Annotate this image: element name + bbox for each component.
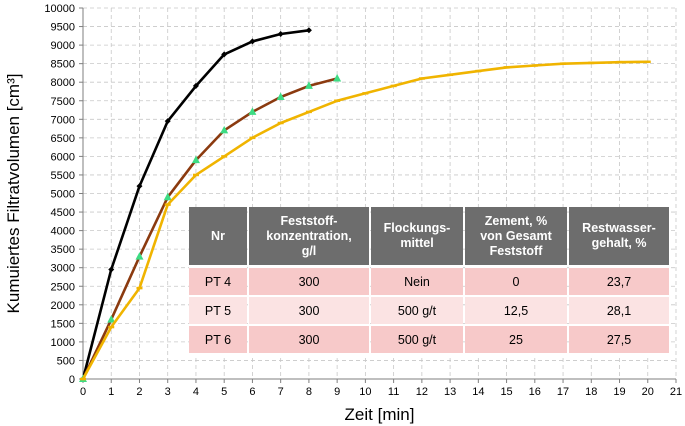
table-cell: 300 [249, 268, 369, 297]
x-tick-label: 1 [108, 386, 114, 398]
x-tick-label: 7 [278, 386, 284, 398]
table-cell: 12,5 [465, 297, 567, 326]
data-series [79, 27, 651, 382]
data-point [163, 192, 172, 201]
x-tick-label: 14 [472, 386, 484, 398]
y-tick-label: 8000 [51, 77, 75, 89]
x-tick-label: 6 [249, 386, 255, 398]
y-tick-label: 10000 [44, 3, 75, 15]
data-point [136, 183, 143, 190]
y-tick-label: 5000 [51, 189, 75, 201]
table-cell: 23,7 [569, 268, 669, 297]
header-feststoff: Feststoff-konzentration, g/l [249, 207, 369, 268]
data-point [220, 125, 229, 134]
header-nr: Nr [189, 207, 247, 268]
table-cell: 27,5 [569, 326, 669, 355]
y-tick-label: 7000 [51, 114, 75, 126]
y-tick-label: 2000 [51, 300, 75, 312]
y-tick-label: 9500 [51, 22, 75, 34]
y-tick-label: 3000 [51, 263, 75, 275]
x-tick-label: 10 [359, 386, 371, 398]
x-tick-label: 9 [334, 386, 340, 398]
table-cell: 0 [465, 268, 567, 297]
y-tick-label: 1500 [51, 318, 75, 330]
table-row: PT 6 300 500 g/t 25 27,5 [189, 326, 669, 355]
table-cell: Nein [371, 268, 463, 297]
header-flockungsmittel: Flockungs-mittel [371, 207, 463, 268]
axes: 0500100015002000250030003500400045005000… [44, 3, 682, 398]
x-tick-label: 17 [557, 386, 569, 398]
x-tick-label: 18 [585, 386, 597, 398]
data-point [248, 107, 257, 115]
x-tick-label: 11 [388, 386, 399, 398]
data-point [108, 266, 115, 273]
y-tick-label: 2500 [51, 281, 75, 293]
x-tick-label: 12 [416, 386, 428, 398]
y-tick-label: 1000 [51, 337, 75, 349]
x-axis-title: Zeit [min] [345, 405, 415, 424]
x-tick-label: 3 [165, 386, 171, 398]
x-tick-label: 13 [444, 386, 456, 398]
y-tick-label: 6000 [51, 151, 75, 163]
table-cell: 500 g/t [371, 297, 463, 326]
table-cell: 300 [249, 326, 369, 355]
data-point [221, 51, 228, 58]
data-point [249, 38, 256, 45]
y-tick-label: 5500 [51, 170, 75, 182]
y-tick-label: 8500 [51, 59, 75, 71]
data-point [304, 81, 313, 89]
y-axis-title: Kumuiertes Filtratvolumen [cm³] [4, 74, 23, 314]
y-tick-label: 500 [57, 355, 75, 367]
x-tick-label: 4 [193, 386, 199, 398]
data-point [191, 155, 200, 164]
table-cell: 500 g/t [371, 326, 463, 355]
y-tick-label: 4000 [51, 226, 75, 238]
table-cell: PT 5 [189, 297, 247, 326]
table-cell: PT 6 [189, 326, 247, 355]
header-zement: Zement, % von Gesamt Feststoff [465, 207, 567, 268]
table-cell: 28,1 [569, 297, 669, 326]
data-point [276, 92, 285, 101]
y-tick-label: 4500 [51, 207, 75, 219]
x-tick-label: 15 [500, 386, 512, 398]
x-tick-label: 5 [221, 386, 227, 398]
data-point [305, 27, 312, 34]
table-row: PT 4 300 Nein 0 23,7 [189, 268, 669, 297]
x-tick-label: 19 [613, 386, 625, 398]
data-point [135, 252, 144, 260]
y-tick-label: 7500 [51, 96, 75, 108]
data-point [192, 82, 199, 89]
x-tick-label: 8 [306, 386, 312, 398]
data-point [164, 118, 171, 125]
x-tick-label: 2 [136, 386, 142, 398]
data-point [107, 315, 116, 323]
table-cell: 300 [249, 297, 369, 326]
y-tick-label: 6500 [51, 133, 75, 145]
y-tick-label: 0 [69, 374, 75, 386]
x-tick-label: 20 [642, 386, 654, 398]
test-results-table: Nr Feststoff-konzentration, g/l Flockungs… [187, 207, 671, 355]
data-point [277, 30, 284, 37]
x-tick-label: 21 [670, 386, 682, 398]
y-tick-label: 9000 [51, 40, 75, 52]
table-cell: PT 4 [189, 268, 247, 297]
x-tick-label: 0 [80, 386, 86, 398]
table-row: PT 5 300 500 g/t 12,5 28,1 [189, 297, 669, 326]
y-tick-label: 3500 [51, 244, 75, 256]
x-tick-label: 16 [529, 386, 541, 398]
header-restwasser: Restwasser-gehalt, % [569, 207, 669, 268]
series-line-2 [81, 77, 339, 381]
table-cell: 25 [465, 326, 567, 355]
table-header-row: Nr Feststoff-konzentration, g/l Flockungs… [189, 207, 669, 268]
data-point [333, 73, 342, 82]
